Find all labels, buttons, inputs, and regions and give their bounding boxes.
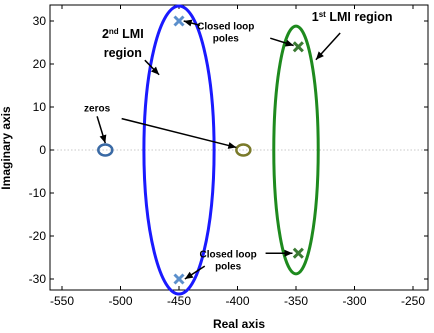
x-axis-title: Real axis (213, 317, 265, 331)
x-tick-label: -350 (284, 294, 308, 308)
x-tick-label: -400 (225, 294, 249, 308)
arrow-head (227, 142, 237, 149)
arrow-lmi2 (144, 59, 160, 76)
arrow-head (99, 134, 107, 144)
x-tick-label: -450 (167, 294, 191, 308)
plot-frame (49, 4, 429, 291)
arrow-head (184, 271, 194, 279)
annotation-poles-bottom-line2: poles (215, 262, 242, 273)
pole-stroke (292, 41, 304, 53)
annotation-lmi1: 1st LMI region (312, 10, 393, 25)
arrow-poles-top-right (270, 37, 294, 47)
pole-marker (292, 41, 304, 53)
lmi-region-1 (142, 4, 216, 296)
x-tick-label: -500 (108, 294, 132, 308)
annotation-lmi2-line1: 2nd LMI (102, 27, 144, 42)
arrow-poles-bottom-right (265, 249, 293, 257)
y-tick-label: 20 (33, 57, 47, 71)
markers (97, 15, 304, 285)
y-tick-label: -30 (29, 272, 47, 286)
y-tick-label: -20 (29, 229, 47, 243)
arrow-poles-top-left (183, 19, 201, 27)
y-tick-label: -10 (29, 186, 47, 200)
x-tick-label: -300 (342, 294, 366, 308)
annotation-lmi2-line2: region (104, 46, 142, 60)
zero-marker (235, 143, 252, 157)
y-ticks: -30 -20 -10 0 10 20 30 (29, 14, 428, 286)
arrow-lmi1 (315, 32, 341, 61)
arrow-head (183, 19, 193, 27)
y-axis-title: Imaginary axis (0, 106, 13, 190)
y-tick-label: 0 (39, 143, 46, 157)
y-tick-label: 30 (33, 14, 47, 28)
arrow-head (284, 39, 294, 47)
pole-stroke (292, 247, 304, 259)
lmi-region-2 (272, 24, 320, 276)
arrow-head (151, 66, 160, 75)
arrow-zeros-left (96, 116, 107, 144)
pole-marker (173, 15, 185, 27)
annotation-arrows (96, 19, 341, 280)
arrow-poles-bottom-left (184, 265, 206, 280)
x-ticks: -550 -500 -450 -400 -350 -300 -250 (50, 5, 425, 308)
arrow-head (315, 51, 324, 60)
arrow-zeros-right (121, 117, 237, 149)
x-tick-label: -250 (401, 294, 425, 308)
arrow-head (284, 249, 293, 257)
annotation-zeros: zeros (84, 103, 111, 114)
pole-marker (292, 247, 304, 259)
zero-marker (97, 143, 114, 157)
pole-stroke (173, 15, 185, 27)
annotation-poles-top-line1: Closed loop (197, 22, 254, 33)
lmi-regions (142, 4, 320, 296)
pole-marker (173, 273, 185, 285)
annotation-poles-bottom-line1: Closed loop (200, 250, 257, 261)
pole-stroke (173, 273, 185, 285)
arrow-shaft (121, 117, 237, 149)
annotation-poles-top-line2: poles (213, 34, 240, 45)
y-tick-label: 10 (33, 100, 47, 114)
x-tick-label: -550 (50, 294, 74, 308)
